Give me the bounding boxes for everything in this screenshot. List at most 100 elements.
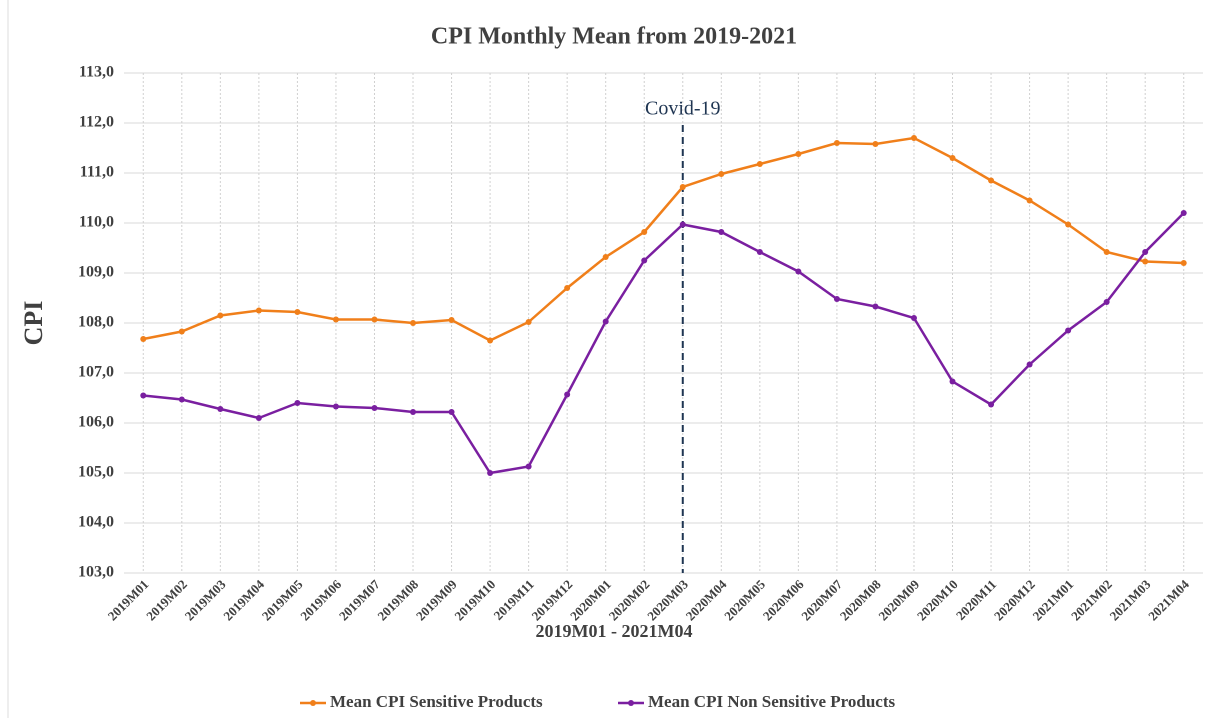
data-point [1103,249,1110,255]
x-tick-label: 2020M07 [798,576,845,623]
data-point [255,307,262,314]
x-tick-label: 2020M06 [760,576,807,623]
x-tick-label: 2019M10 [451,577,498,624]
data-point [833,140,840,146]
data-point [525,319,532,325]
data-point [833,296,840,302]
y-tick-label: 112,0 [79,114,114,131]
data-point [564,285,571,291]
data-point [1026,197,1033,204]
data-point [1180,260,1187,266]
x-tick-label: 2020M10 [914,577,961,624]
x-tick-label: 2020M04 [683,576,730,623]
data-point [371,405,378,411]
x-tick-label: 2019M07 [336,576,383,623]
legend-marker [628,700,634,706]
x-tick-label: 2019M12 [529,577,576,624]
data-point [872,141,879,147]
y-tick-label: 111,0 [80,164,114,181]
data-point [1065,327,1072,334]
x-tick-label: 2020M11 [953,577,999,623]
data-point [371,316,378,323]
x-tick-label: 2019M01 [105,577,152,624]
data-point [910,135,917,141]
data-point [178,396,185,403]
x-tick-label: 2019M05 [259,576,306,623]
data-point [1026,361,1033,368]
x-tick-label: 2020M01 [567,577,614,624]
data-point [679,221,686,228]
data-point [487,337,494,344]
x-tick-label: 2020M09 [875,576,922,623]
data-point [217,312,224,319]
data-point [872,303,879,310]
legend-label: Mean CPI Non Sensitive Products [648,692,896,711]
data-point [332,316,339,323]
data-point [487,470,494,476]
y-axis-title: CPI [19,301,48,346]
data-point [410,320,417,326]
data-point [332,403,339,410]
x-tick-label: 2021M02 [1068,577,1115,624]
x-tick-label: 2019M03 [182,576,229,623]
data-point [988,401,995,408]
x-tick-label: 2020M12 [991,577,1038,624]
data-point [140,336,147,342]
data-point [294,400,301,406]
data-point [564,391,571,398]
x-tick-label: 2021M01 [1029,577,1076,624]
data-point [718,171,725,177]
series-line [143,136,1184,342]
data-point [910,315,917,321]
y-tick-label: 113,0 [79,64,114,81]
data-point [1065,221,1072,228]
data-point [255,415,262,421]
data-point [795,151,802,157]
data-point [949,378,956,385]
data-point [602,318,609,325]
y-tick-label: 110,0 [79,214,114,231]
data-point [602,254,609,260]
data-point [1142,258,1149,265]
data-point [1180,210,1187,216]
x-tick-label: 2019M09 [413,576,460,623]
data-point [410,409,417,415]
y-tick-label: 103,0 [78,564,114,581]
data-point [1142,249,1149,255]
x-tick-label: 2021M04 [1145,576,1192,623]
data-point [795,268,802,275]
y-tick-label: 108,0 [78,314,114,331]
data-point [641,229,648,235]
series-line [143,212,1185,475]
x-tick-label: 2019M02 [143,577,190,624]
data-point [756,161,763,167]
x-tick-label: 2019M11 [490,577,536,623]
data-point [140,392,147,399]
x-tick-label: 2019M08 [374,576,421,623]
y-tick-label: 105,0 [78,464,114,481]
x-axis-title: 2019M01 - 2021M04 [536,621,693,641]
x-tick-label: 2020M03 [644,576,691,623]
legend-label: Mean CPI Sensitive Products [330,692,543,711]
x-tick-label: 2021M03 [1107,576,1154,623]
data-point [448,409,455,415]
data-point [988,177,995,184]
y-tick-label: 106,0 [78,414,114,431]
annotation-label: Covid-19 [645,98,721,120]
data-point [718,229,725,235]
x-tick-label: 2020M08 [837,576,884,623]
y-tick-label: 104,0 [78,514,114,531]
data-point [294,309,301,315]
data-point [679,184,686,190]
data-point [217,406,224,412]
chart-title: CPI Monthly Mean from 2019-2021 [431,24,797,50]
data-point [756,249,763,255]
data-point [949,155,956,161]
x-tick-label: 2019M06 [297,576,344,623]
x-tick-label: 2020M02 [606,577,653,624]
x-tick-label: 2020M05 [721,576,768,623]
data-point [178,328,185,335]
x-tick-label: 2019M04 [220,576,267,623]
data-point [641,257,648,264]
